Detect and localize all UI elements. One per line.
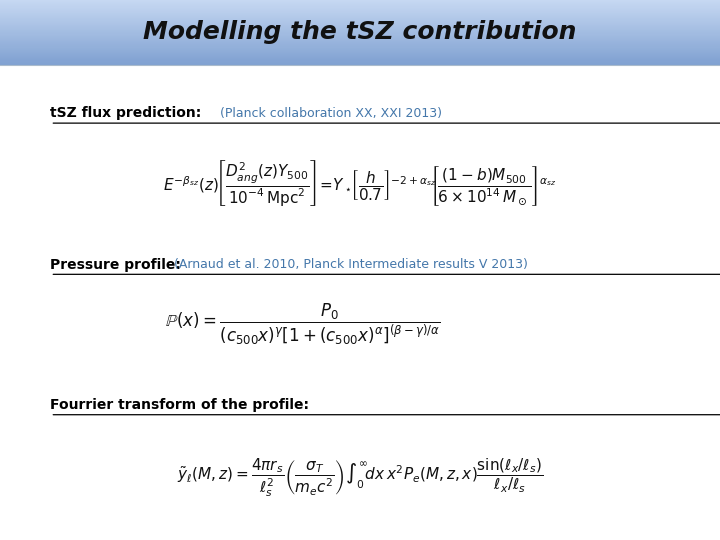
Bar [0,59,720,60]
Text: $\mathbb{P}(x) = \dfrac{P_0}{(c_{500}x)^\gamma[1+(c_{500}x)^\alpha]^{(\beta-\gam: $\mathbb{P}(x) = \dfrac{P_0}{(c_{500}x)^… [164,301,441,347]
Text: Modelling the tSZ contribution: Modelling the tSZ contribution [143,21,577,44]
Text: (Arnaud et al. 2010, Planck Intermediate results V 2013): (Arnaud et al. 2010, Planck Intermediate… [166,258,528,271]
Bar [0,25,720,26]
Bar [0,33,720,35]
Bar [0,62,720,63]
Bar [0,39,720,40]
Bar [0,15,720,16]
Bar [0,6,720,8]
Bar [0,17,720,18]
Bar [0,1,720,2]
Bar [0,60,720,62]
Bar [0,48,720,49]
Bar [0,4,720,5]
Bar [0,51,720,52]
Text: (Planck collaboration XX, XXI 2013): (Planck collaboration XX, XXI 2013) [212,107,442,120]
Bar [0,12,720,13]
Text: Pressure profile:: Pressure profile: [50,258,181,272]
Bar [0,37,720,38]
Bar [0,23,720,24]
Bar [0,50,720,51]
Bar [0,44,720,45]
Bar [0,2,720,3]
Text: tSZ flux prediction:: tSZ flux prediction: [50,106,202,120]
Bar [0,16,720,17]
Bar [0,57,720,58]
Bar [0,40,720,41]
Bar [0,41,720,42]
Bar [0,56,720,57]
Bar [0,13,720,14]
Bar [0,31,720,32]
Bar [0,54,720,55]
Bar [0,46,720,48]
Bar [0,19,720,21]
Bar [0,32,720,33]
Text: $\tilde{y}_\ell(M,z) = \dfrac{4\pi r_s}{\ell_s^2}\left(\dfrac{\sigma_T}{m_e c^2}: $\tilde{y}_\ell(M,z) = \dfrac{4\pi r_s}{… [177,456,543,500]
Bar [0,58,720,59]
Bar [0,24,720,25]
Bar [0,21,720,22]
Bar [0,27,720,28]
Bar [0,52,720,53]
Bar [0,11,720,12]
Bar [0,49,720,50]
Bar [0,14,720,15]
Bar [0,35,720,36]
Bar [0,30,720,31]
Bar [0,38,720,39]
Bar [0,42,720,43]
Bar [0,10,720,11]
Bar [0,55,720,56]
Bar [0,64,720,65]
Text: Fourrier transform of the profile:: Fourrier transform of the profile: [50,398,310,412]
Bar [0,36,720,37]
Bar [0,29,720,30]
Bar [0,22,720,23]
Bar [0,3,720,4]
Bar [0,53,720,54]
Bar [0,9,720,10]
Bar [0,18,720,19]
Bar [0,63,720,64]
Bar [0,28,720,29]
Bar [0,45,720,46]
Bar [0,0,720,1]
Bar [0,43,720,44]
Text: $E^{-\beta_{sz}}(z)\!\left[\dfrac{D^2_{ang}(z)Y_{500}}{10^{-4}\,\mathrm{Mpc}^2}\: $E^{-\beta_{sz}}(z)\!\left[\dfrac{D^2_{a… [163,159,557,208]
Bar [0,26,720,27]
Bar [0,5,720,6]
Bar [0,8,720,9]
